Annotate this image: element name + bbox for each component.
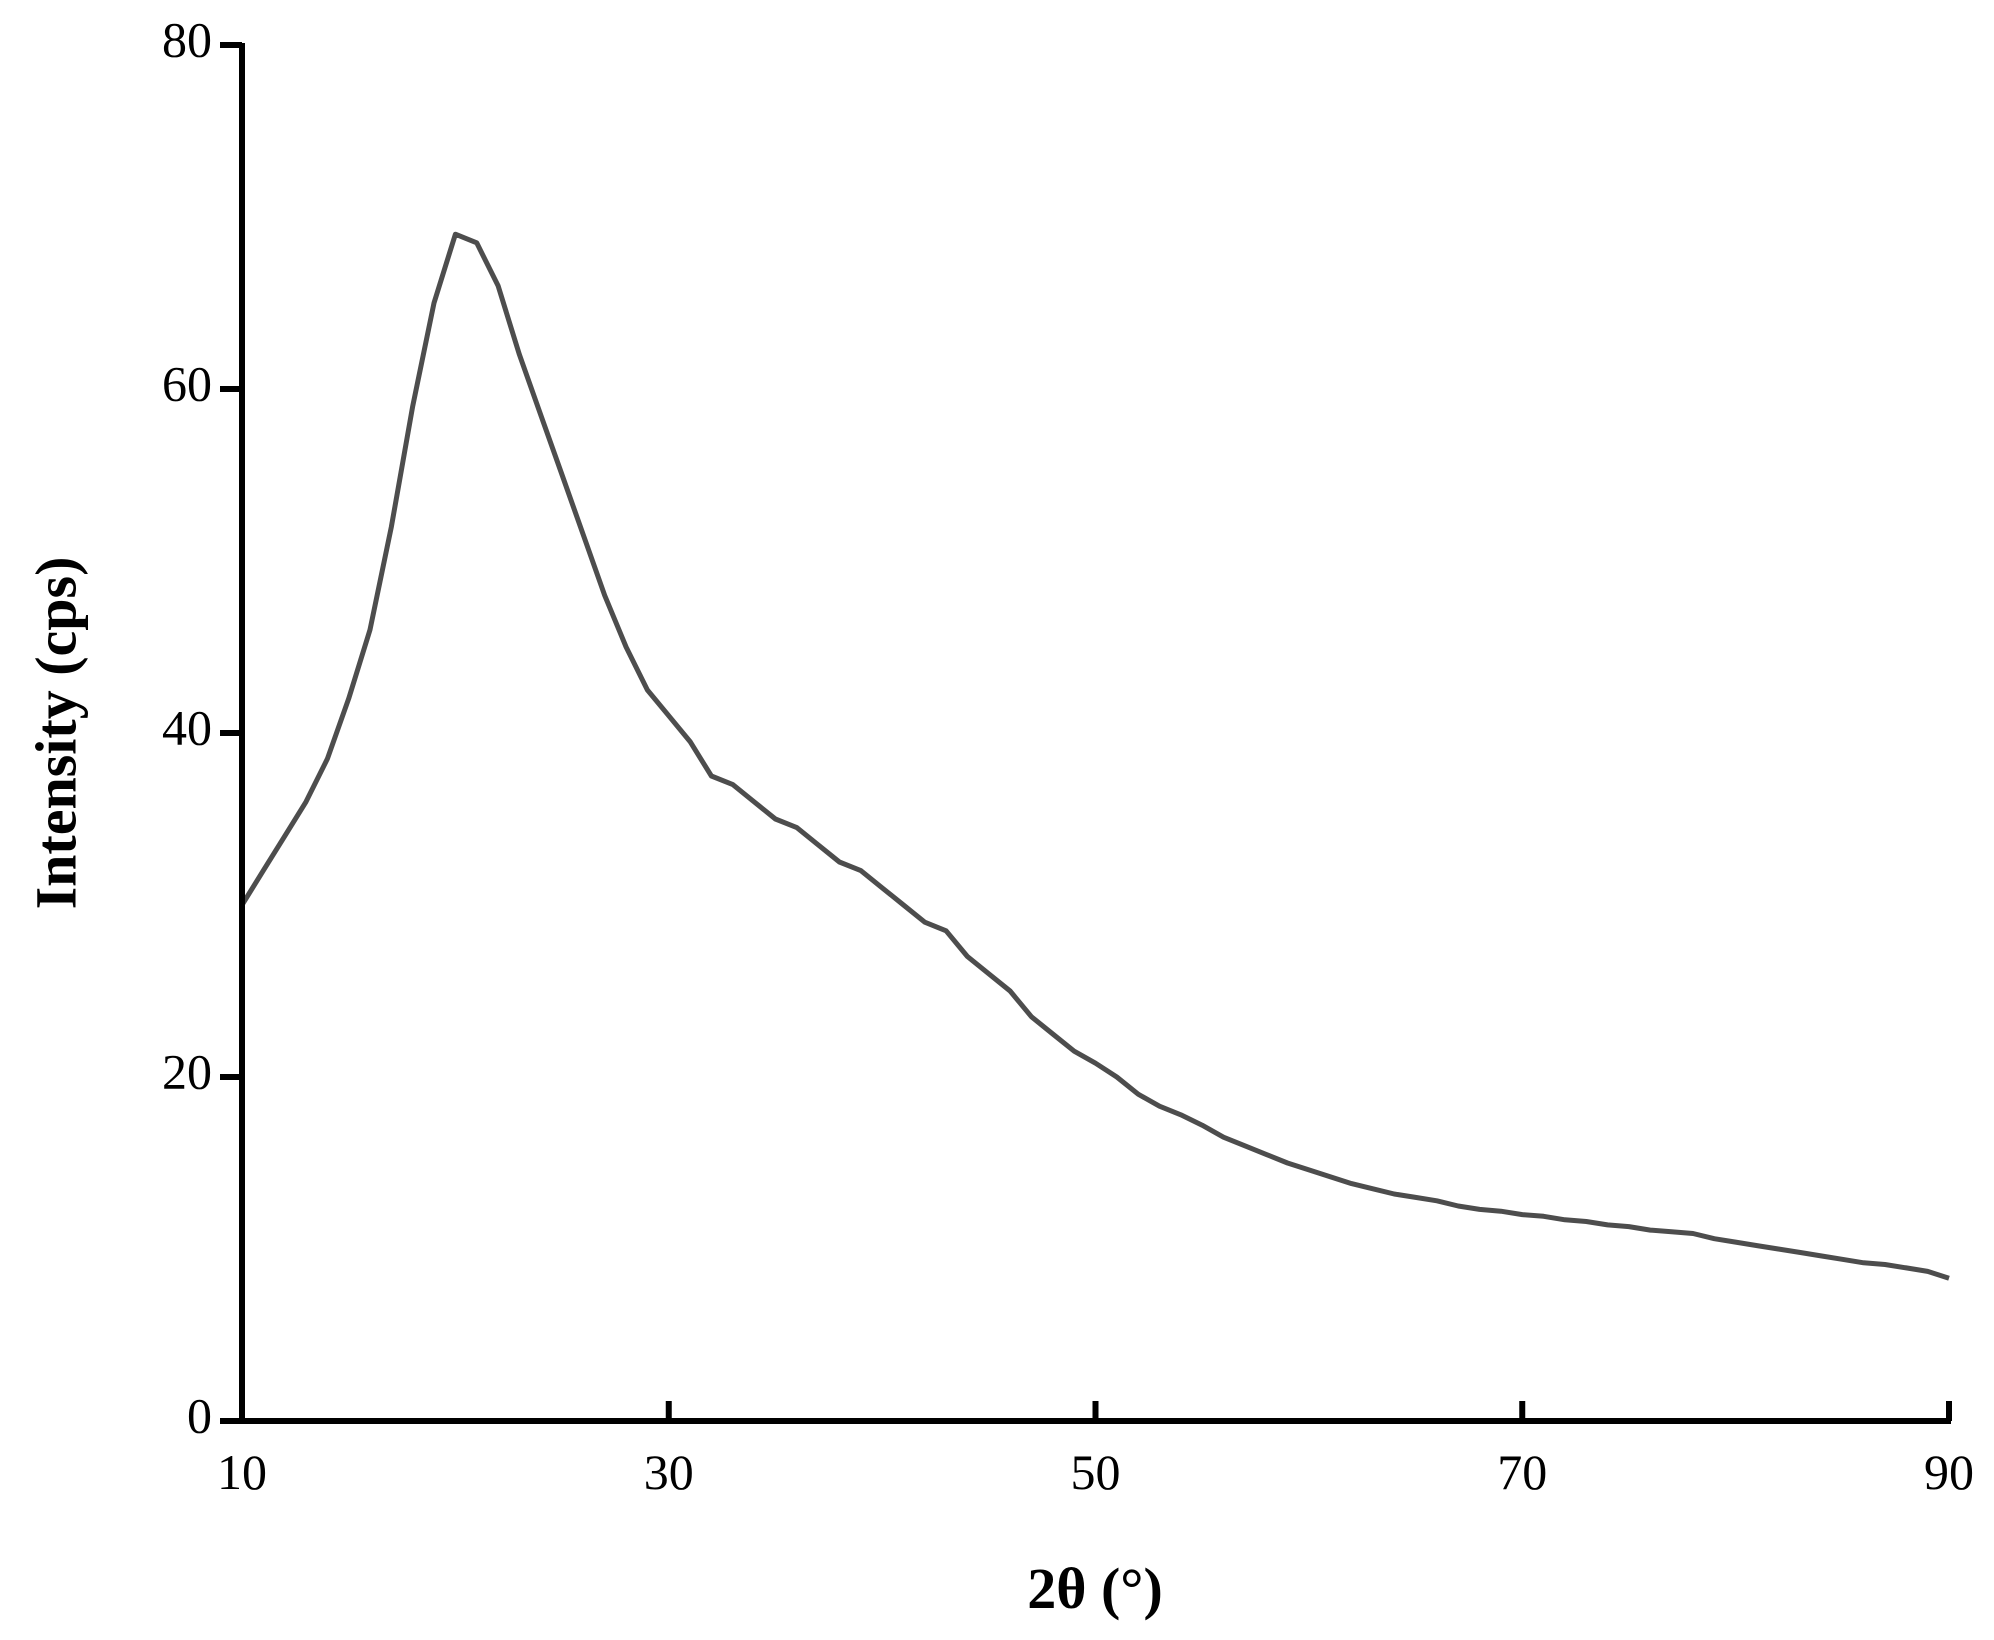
x-tick-label: 90 [1924,1444,1974,1500]
x-tick-label: 50 [1071,1444,1121,1500]
y-tick-label: 80 [162,11,212,67]
x-tick-label: 70 [1497,1444,1547,1500]
data-line [239,231,1950,1281]
y-axis-title: Intensity (cps) [23,557,88,910]
y-tick-label: 60 [162,355,212,411]
x-tick-label: 30 [644,1444,694,1500]
x-tick-label: 10 [217,1444,267,1500]
x-axis-title: 2θ (°) [1027,1556,1163,1621]
y-tick-label: 20 [162,1043,212,1099]
y-tick-label: 0 [187,1387,212,1443]
y-tick-label: 40 [162,699,212,755]
